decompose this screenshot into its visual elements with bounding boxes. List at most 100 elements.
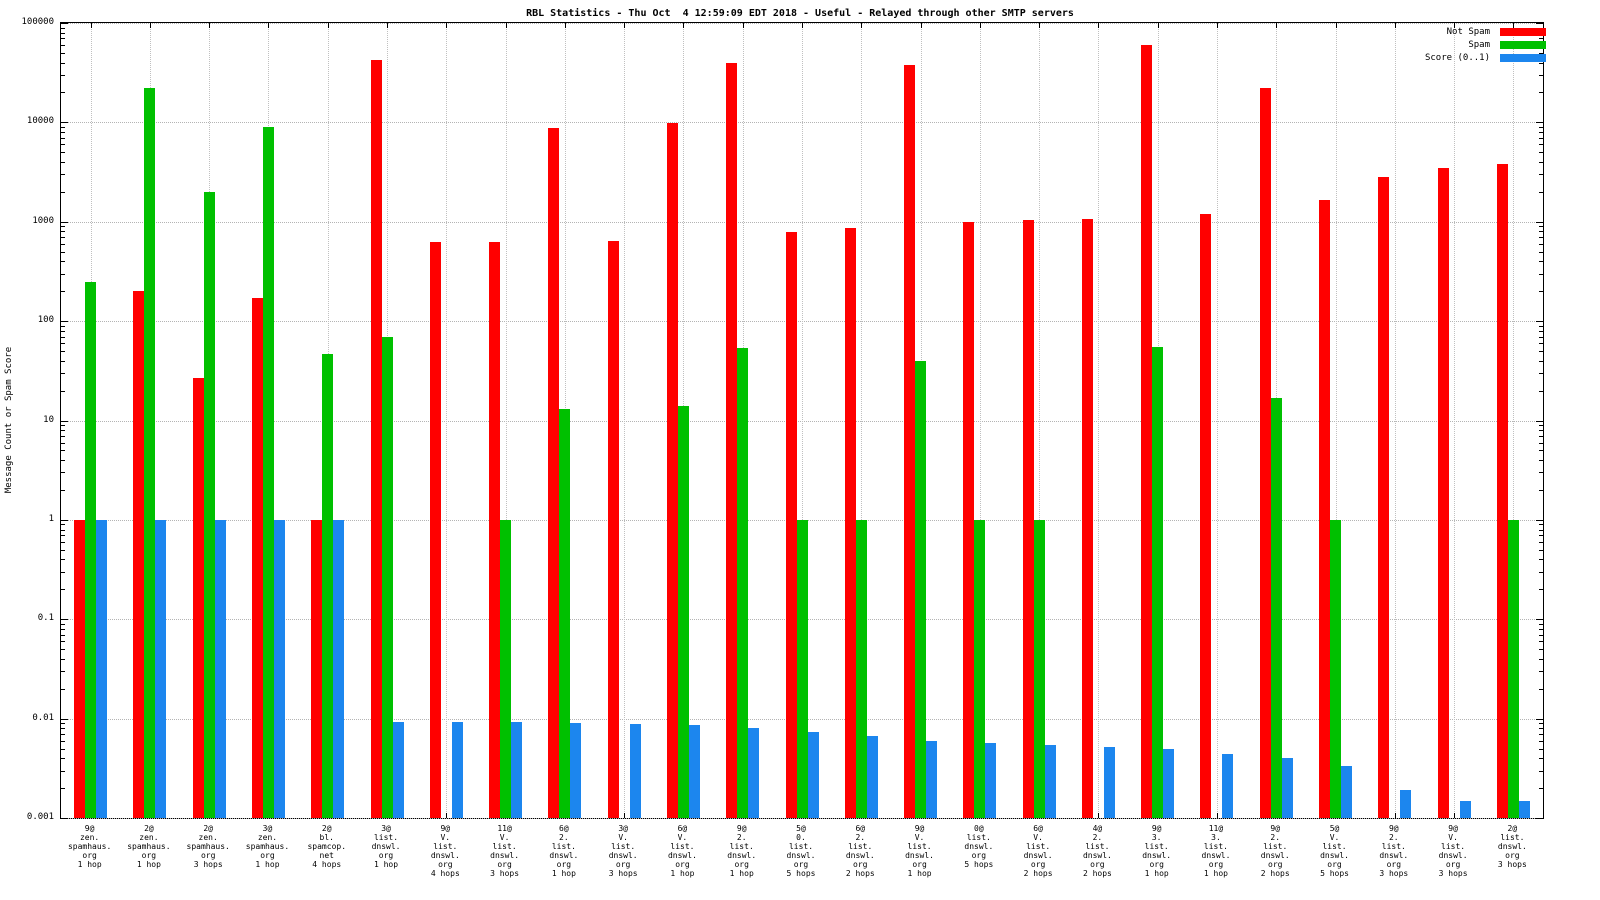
score-0-1-bar [570, 723, 582, 818]
not-spam-bar [1081, 219, 1093, 818]
x-tick [1157, 23, 1159, 28]
y-minor-tick [61, 373, 65, 375]
y-minor-tick [61, 758, 65, 760]
y-minor-tick [1539, 628, 1543, 630]
y-minor-tick [61, 589, 65, 591]
x-gridline [861, 23, 863, 818]
x-tick-label: 9@ V. list. dnswl. org 3 hops [1438, 824, 1468, 878]
y-minor-tick [1539, 734, 1543, 736]
y-minor-tick [61, 351, 65, 353]
spam-bar [796, 519, 808, 818]
x-tick-label: 6@ 2. list. dnswl. org 1 hop [549, 824, 579, 878]
y-minor-tick [1539, 788, 1543, 790]
y-tick [61, 619, 68, 621]
y-tick [61, 420, 68, 422]
y-tick [1536, 718, 1543, 720]
y-minor-tick [1539, 435, 1543, 437]
not-spam-bar [548, 127, 560, 818]
spam-bar [855, 519, 867, 818]
x-tick [1394, 23, 1396, 28]
legend-item-spam: Spam [1425, 38, 1546, 51]
x-gridline [446, 23, 448, 818]
x-tick [209, 23, 211, 28]
y-minor-tick [61, 132, 65, 133]
y-minor-tick [61, 261, 65, 263]
y-minor-tick [61, 291, 65, 293]
not-spam-bar [785, 232, 797, 818]
score-0-1-bar [333, 519, 345, 818]
spam-bar [974, 519, 986, 818]
x-tick [802, 23, 803, 28]
y-minor-tick [1539, 529, 1543, 531]
y-minor-tick [61, 688, 65, 690]
x-gridline [1394, 23, 1396, 818]
y-minor-tick [1539, 52, 1543, 54]
y-minor-tick [61, 325, 65, 327]
y-minor-tick [61, 144, 65, 146]
y-minor-tick [61, 649, 65, 651]
y-minor-tick [1539, 144, 1543, 146]
y-minor-tick [1539, 535, 1543, 537]
y-minor-tick [61, 174, 65, 176]
spam-bar [1152, 346, 1164, 818]
spam-bar [915, 360, 927, 818]
y-minor-tick [61, 671, 65, 673]
y-minor-tick [61, 535, 65, 537]
score-0-1-bar [273, 519, 285, 818]
y-minor-tick [61, 442, 65, 444]
x-tick [1394, 813, 1396, 818]
spam-bar [1507, 519, 1519, 818]
y-minor-tick [1539, 589, 1543, 591]
y-minor-tick [61, 788, 65, 790]
x-tick-label: 6@ V. list. dnswl. org 2 hops [1023, 824, 1053, 878]
x-tick-label: 0@ list. dnswl. org 5 hops [964, 824, 994, 869]
x-tick-label: 2@ zen. spamhaus. org 3 hops [186, 824, 230, 869]
y-minor-tick [61, 273, 65, 275]
score-swatch [1500, 53, 1546, 62]
y-minor-tick [1539, 231, 1543, 233]
y-minor-tick [1539, 360, 1543, 362]
y-minor-tick [61, 529, 65, 531]
spam-bar [203, 191, 215, 818]
score-0-1-bar [629, 723, 641, 818]
legend-item-not-spam: Not Spam [1425, 25, 1546, 38]
x-tick-label: 5@ V. list. dnswl. org 5 hops [1320, 824, 1349, 878]
y-minor-tick [1539, 243, 1543, 245]
x-tick [624, 813, 626, 818]
y-minor-tick [61, 489, 65, 491]
x-gridline [1039, 23, 1041, 818]
y-minor-tick [1539, 291, 1543, 293]
not-spam-bar [1141, 45, 1153, 818]
y-minor-tick [1539, 351, 1543, 353]
y-minor-tick [1539, 649, 1543, 651]
y-minor-tick [61, 336, 65, 338]
y-minor-tick [61, 559, 65, 561]
score-0-1-bar [1459, 800, 1471, 818]
y-tick [1536, 519, 1543, 521]
y-minor-tick [1539, 623, 1543, 625]
not-spam-bar [429, 242, 441, 818]
y-minor-tick [1539, 450, 1543, 452]
y-minor-tick [1539, 237, 1543, 239]
y-minor-tick [1539, 226, 1543, 228]
spam-bar [85, 281, 97, 818]
plot-area [60, 22, 1544, 819]
y-minor-tick [1539, 273, 1543, 275]
x-tick [1098, 813, 1100, 818]
y-minor-tick [1539, 524, 1543, 526]
y-minor-tick [61, 137, 65, 139]
y-tick [61, 122, 68, 124]
spam-bar [500, 519, 512, 818]
not-spam-bar [844, 227, 856, 818]
y-tick-label: 1 [48, 513, 54, 524]
x-tick [979, 23, 981, 28]
y-minor-tick [61, 658, 65, 660]
x-tick [1039, 23, 1041, 28]
x-tick [1276, 23, 1278, 28]
y-minor-tick [1539, 460, 1543, 462]
y-minor-tick [61, 460, 65, 462]
x-tick [1513, 23, 1515, 28]
score-0-1-bar [1400, 790, 1412, 818]
spam-bar [381, 336, 393, 818]
x-tick-label: 6@ V. list. dnswl. org 1 hop [667, 824, 697, 878]
